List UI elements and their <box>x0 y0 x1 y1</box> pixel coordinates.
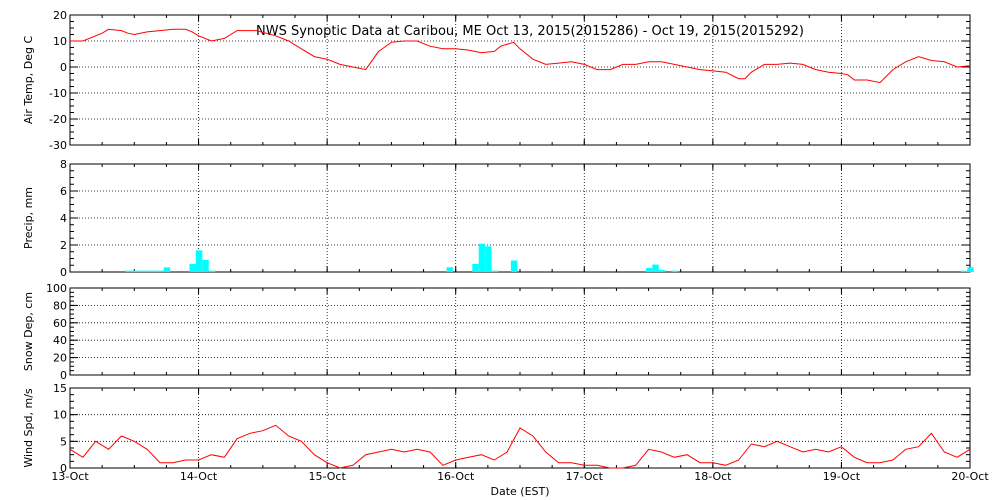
y-tick-label: 0 <box>60 266 67 279</box>
precip-bar <box>652 264 659 272</box>
x-tick-label: 15-Oct <box>308 470 346 483</box>
y-tick-label: 5 <box>60 435 67 448</box>
precip-bar <box>208 270 216 272</box>
precip-bar <box>144 270 151 272</box>
precip-bar <box>138 270 145 272</box>
precip-bar <box>485 246 492 272</box>
x-tick-label: 16-Oct <box>437 470 475 483</box>
series-line <box>70 28 971 84</box>
panel-2: 0 20 40 60 80 100 Snow Dep, cm <box>22 282 971 382</box>
series-line <box>69 424 971 469</box>
y-tick-label: 40 <box>53 334 67 347</box>
panel-3: 0 5 10 15 Wind Spd, m/s 13-Oct 14-Oct 15-Oct 16-… <box>22 382 989 483</box>
y-tick-label: 20 <box>53 352 67 365</box>
precip-bar <box>195 250 203 272</box>
panel-1: 0 2 4 6 8 Precip, mm <box>22 158 974 279</box>
y-tick-label: 80 <box>53 299 67 312</box>
precip-bar <box>189 263 196 272</box>
y-tick-label: 0 <box>60 369 67 382</box>
y-tick-label: 0 <box>60 462 67 475</box>
precip-bar <box>658 269 666 272</box>
y-tick-label: -30 <box>49 139 67 152</box>
panel-frame <box>69 287 971 376</box>
x-tick-label: 17-Oct <box>566 470 604 483</box>
precip-bar <box>478 243 486 272</box>
y-tick-label: 2 <box>60 239 67 252</box>
chart-title: NWS Synoptic Data at Caribou, ME Oct 13,… <box>256 24 804 39</box>
y-tick-label: 0 <box>60 61 67 74</box>
x-tick-label: 20-Oct <box>951 470 989 483</box>
precip-bar <box>671 270 679 272</box>
y-tick-label: 20 <box>53 9 67 22</box>
y-tick-label: -10 <box>49 87 67 100</box>
y-tick-label: 60 <box>53 317 67 330</box>
y-tick-label: 100 <box>46 282 67 295</box>
y-tick-label: 15 <box>53 382 67 395</box>
precip-bar <box>446 267 454 272</box>
panel-0: -30 -20 -10 0 10 20 Air Temp, Deg C <box>22 9 971 152</box>
precip-bar <box>645 267 653 272</box>
y-tick-label: 8 <box>60 158 67 171</box>
precip-bar <box>157 270 164 272</box>
precip-bar <box>163 267 171 272</box>
precip-bar <box>960 270 968 272</box>
precip-bar <box>491 270 499 272</box>
precip-bar <box>150 270 158 272</box>
y-axis-label: Snow Dep, cm <box>22 292 35 371</box>
y-axis-label: Wind Spd, m/s <box>22 388 35 468</box>
precip-bar <box>510 260 518 272</box>
y-tick-label: 10 <box>53 409 67 422</box>
y-tick-label: 10 <box>53 35 67 48</box>
precip-bar <box>472 263 479 272</box>
y-axis-label: Precip, mm <box>22 187 35 249</box>
x-tick-label: 14-Oct <box>180 470 218 483</box>
y-tick-label: 4 <box>60 212 67 225</box>
x-tick-label: 19-Oct <box>823 470 861 483</box>
y-tick-label: -20 <box>49 113 67 126</box>
precip-bar <box>967 267 974 272</box>
precip-bar <box>125 270 132 272</box>
x-tick-label: 18-Oct <box>694 470 732 483</box>
precip-bar <box>202 259 209 272</box>
y-tick-label: 6 <box>60 185 67 198</box>
precip-bar <box>131 270 139 272</box>
x-axis-label: Date (EST) <box>490 485 549 498</box>
x-tick-label: 13-Oct <box>51 470 89 483</box>
chart-panels: -30 -20 -10 0 10 20 Air Temp, Deg C 0 2 4 6 8 Precip… <box>22 9 989 483</box>
y-axis-label: Air Temp, Deg C <box>22 36 35 125</box>
